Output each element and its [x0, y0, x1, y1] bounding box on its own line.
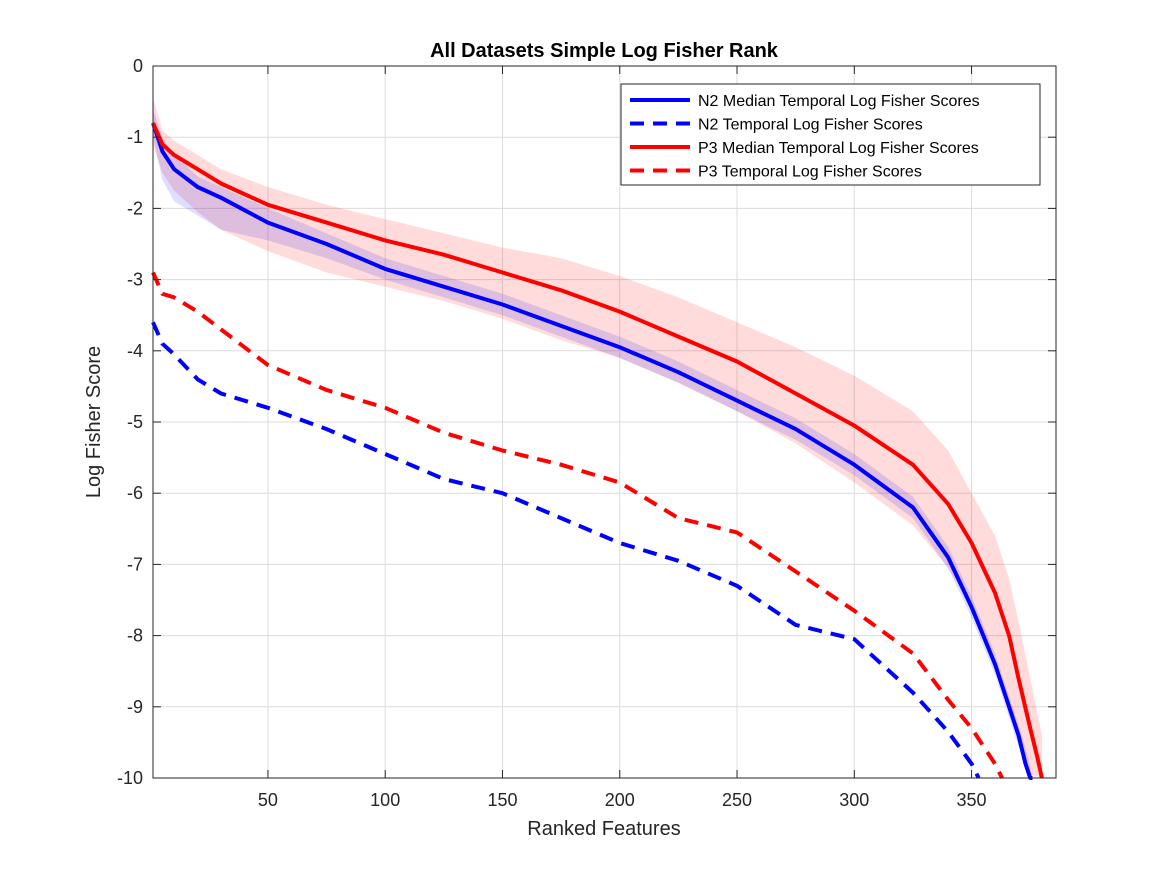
confidence-bands — [153, 98, 1042, 778]
x-tick-label: 50 — [258, 790, 278, 810]
y-tick-label: -9 — [127, 697, 143, 717]
x-tick-label: 100 — [370, 790, 400, 810]
y-axis-title: Log Fisher Score — [83, 346, 105, 498]
x-axis-title: Ranked Features — [527, 818, 680, 840]
series-line-1 — [151, 321, 981, 779]
series-line-0 — [151, 122, 1033, 780]
y-tick-label: -4 — [127, 341, 143, 361]
x-tick-label: 300 — [839, 790, 869, 810]
series-line-3 — [151, 271, 1004, 779]
y-tick-label: -2 — [127, 198, 143, 218]
x-tick-label: 250 — [722, 790, 752, 810]
series-lines — [151, 122, 1044, 780]
y-tick-label: -10 — [117, 768, 143, 788]
chart-title: All Datasets Simple Log Fisher Rank — [430, 40, 779, 62]
series-line-2 — [151, 122, 1044, 779]
legend-label: N2 Median Temporal Log Fisher Scores — [698, 93, 980, 110]
y-tick-label: -7 — [127, 554, 143, 574]
legend-label: N2 Temporal Log Fisher Scores — [698, 117, 923, 134]
y-tick-label: -1 — [127, 127, 143, 147]
y-tick-label: -5 — [127, 412, 143, 432]
y-tick-label: 0 — [133, 56, 143, 76]
legend-items: N2 Median Temporal Log Fisher Scores N2 T… — [630, 93, 980, 181]
legend-box — [620, 83, 1041, 186]
axis-ticks: 50 100 150 200 250 300 350 0 -1 -2 -3 -4 -5 -6 -7 -8 -9 -… — [117, 56, 1056, 810]
y-tick-label: -3 — [127, 270, 143, 290]
y-tick-label: -8 — [127, 626, 143, 646]
y-tick-label: -6 — [127, 483, 143, 503]
legend-label: P3 Temporal Log Fisher Scores — [698, 164, 922, 181]
x-tick-label: 200 — [605, 790, 635, 810]
legend-label: P3 Median Temporal Log Fisher Scores — [698, 140, 979, 157]
confidence-band-0 — [153, 98, 1042, 778]
x-tick-label: 150 — [487, 790, 517, 810]
legend: N2 Median Temporal Log Fisher Scores N2 T… — [620, 83, 1041, 186]
x-tick-label: 350 — [957, 790, 987, 810]
